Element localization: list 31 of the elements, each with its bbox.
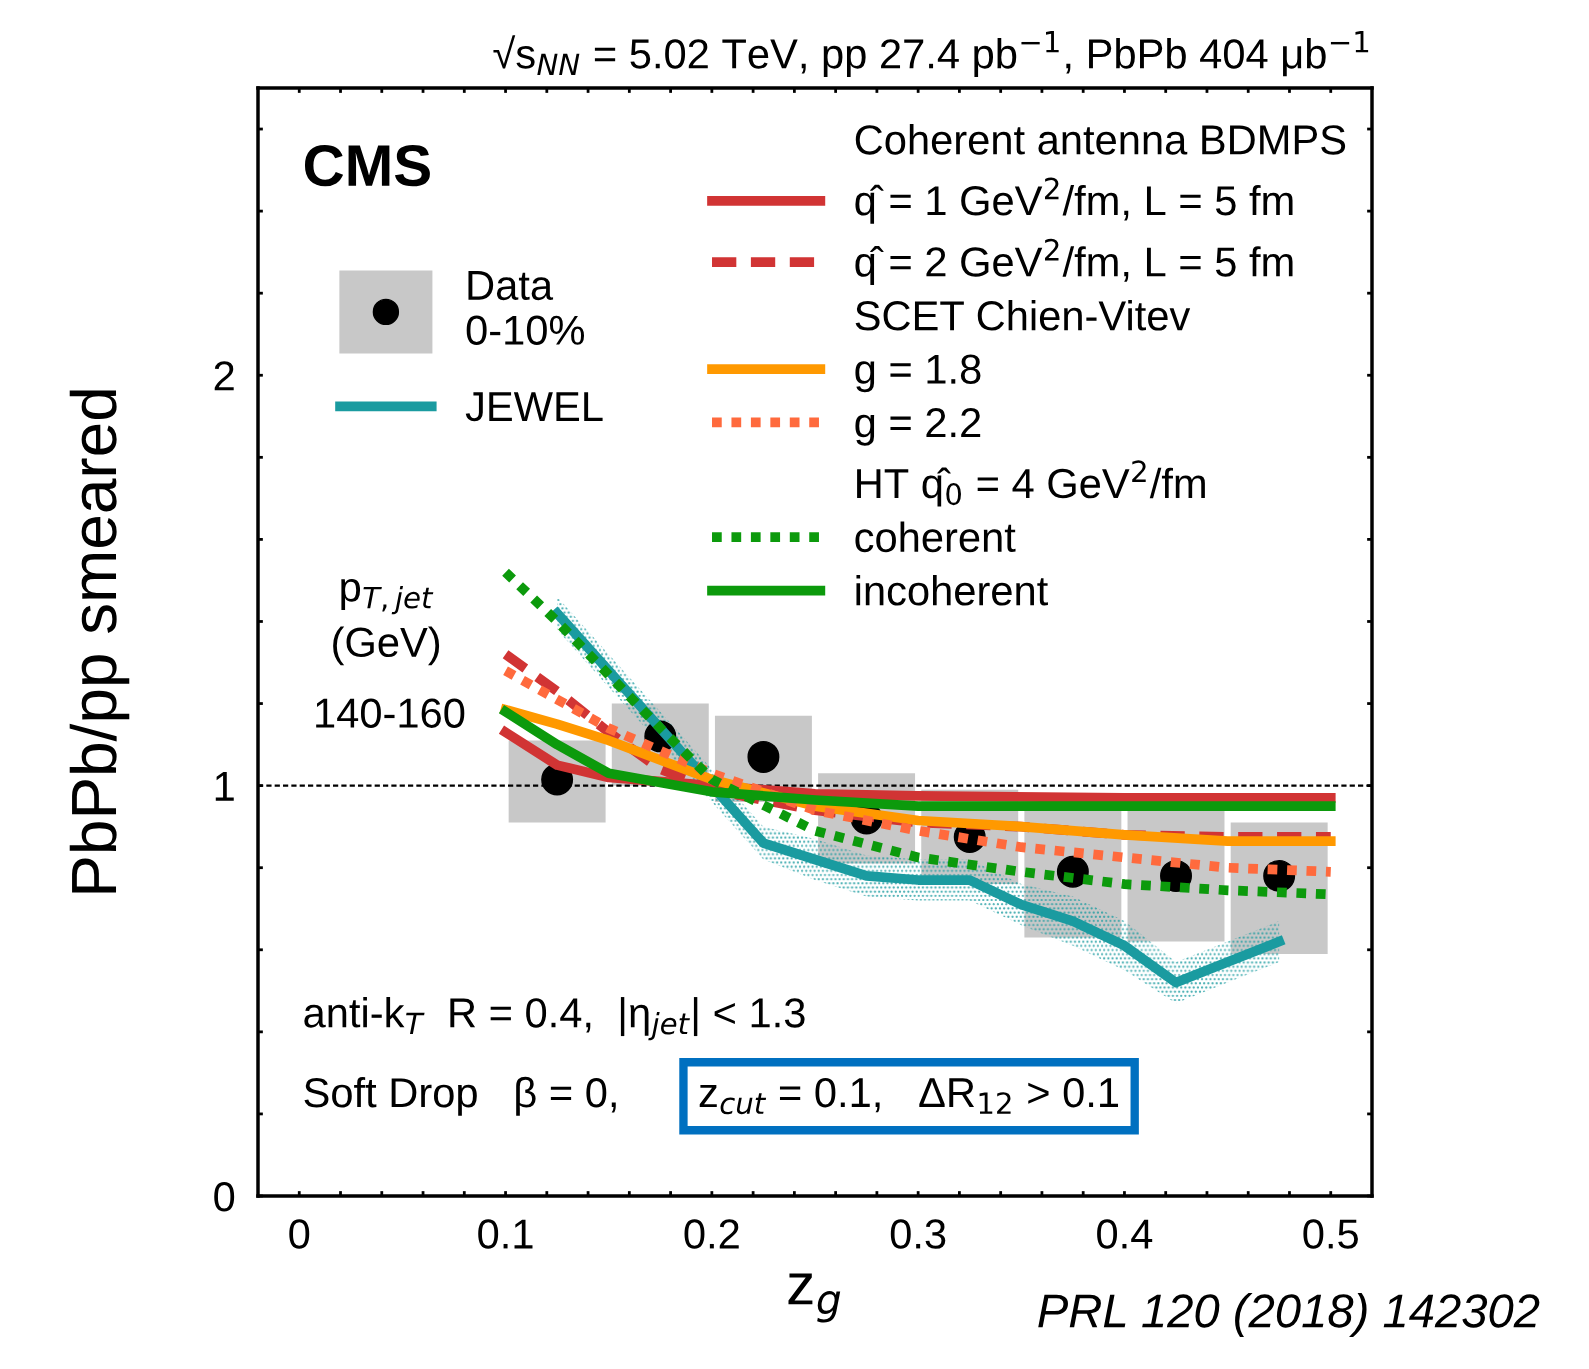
x-tick-label: 0 [289,1219,310,1249]
annotation: Coherent antenna BDMPS [855,124,1346,155]
legend-label: coherent [855,521,1016,553]
y-tick-label: 1 [215,772,234,801]
y-tick-label: 0 [214,1182,235,1212]
point [747,740,780,773]
annotation: SCET Chien-Vitev [855,300,1191,331]
annotation: Soft Drop β = 0, [304,1076,616,1116]
annotation: p$_{T,jet}$ (GeV) [333,578,440,666]
x-tick-label: 0.1 [478,1219,533,1249]
x-axis-title: z$_{g}$ [788,1273,841,1323]
legend-label: q̂ = 2 GeV$^{2}$/fm, L = 5 fm [855,238,1293,285]
x-tick-label: 0.2 [684,1219,739,1249]
annotation: 140-160 [316,698,465,728]
legend-label: g = 2.2 [855,407,981,446]
y-axis-title: PbPb/pp smeared [69,390,130,893]
chart-title: √s$_{NN}$ = 5.02 TeV, pp 27.4 pb$^{−1}$, PbPb 404 μb$^{−1}$ [493,31,1369,77]
legend-label: g = 1.8 [855,354,981,393]
legend-label: Data 0-10% [466,271,585,346]
x-tick-label: 0.3 [890,1219,946,1249]
legend-label: q̂ = 1 GeV$^{2}$/fm, L = 5 fm [855,177,1293,224]
annotation: CMS [304,144,430,187]
y-tick-label: 2 [214,361,234,391]
x-tick-label: 0.4 [1097,1219,1153,1249]
x-tick-label: 0.5 [1303,1219,1358,1249]
annotation: z$_{cut}$ = 0.1, ΔR$_{12}$ > 0.1 [699,1077,1119,1115]
annotation: anti-k$_{T}$ R = 0.4, |η$_{jet}$| < 1.3 [304,997,805,1041]
legend-label: incoherent [856,574,1048,606]
legend-label: JEWEL [465,392,603,422]
text: PRL 120 (2018) 142302 [1038,1292,1540,1337]
annotation: HT q̂$_{0}$ = 4 GeV$^{2}$/fm [857,460,1205,507]
